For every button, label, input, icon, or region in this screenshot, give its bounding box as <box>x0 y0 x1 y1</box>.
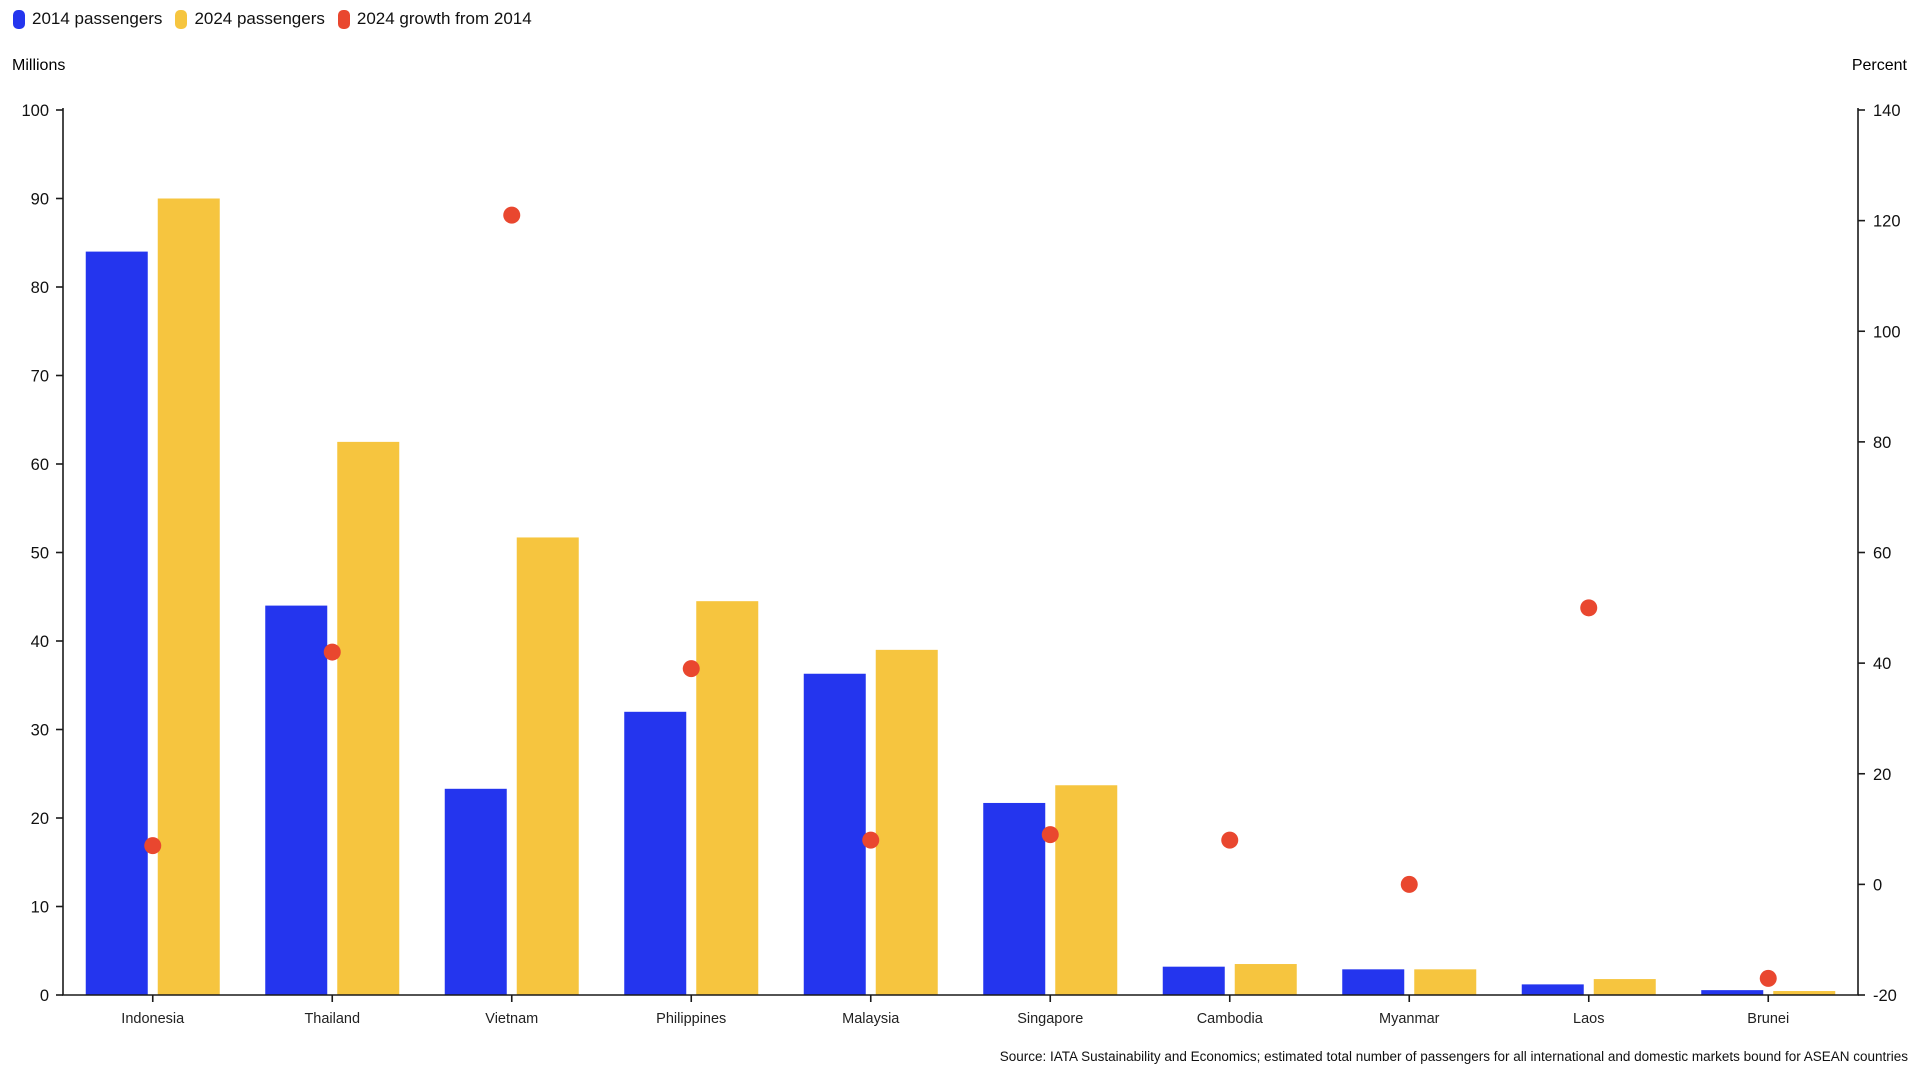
growth-dot-singapore <box>1041 826 1059 844</box>
category-label-brunei: Brunei <box>1747 1011 1789 1027</box>
bar-2014-philippines <box>624 711 687 995</box>
growth-dot-myanmar <box>1400 875 1418 893</box>
legend-label-2024-passengers: 2024 passengers <box>194 9 325 28</box>
growth-dot-indonesia <box>144 837 162 855</box>
bar-2024-laos <box>1593 979 1656 995</box>
growth-dot-thailand <box>323 643 341 661</box>
category-label-vietnam: Vietnam <box>485 1011 538 1027</box>
left-tick-label: 20 <box>31 810 49 828</box>
category-label-laos: Laos <box>1573 1011 1604 1027</box>
legend-swatch-2024-passengers <box>175 9 188 29</box>
bar-2014-malaysia <box>803 673 866 995</box>
right-tick-label: 40 <box>1873 655 1891 673</box>
legend-item-2024-passengers[interactable]: 2024 passengers <box>175 9 325 29</box>
category-label-philippines: Philippines <box>656 1011 726 1027</box>
left-tick-label: 90 <box>31 191 49 209</box>
category-label-thailand: Thailand <box>304 1011 360 1027</box>
bar-2014-vietnam <box>444 788 507 995</box>
right-tick-label: 120 <box>1873 213 1901 231</box>
left-tick-label: 60 <box>31 456 49 474</box>
right-tick-label: 20 <box>1873 766 1891 784</box>
category-label-malaysia: Malaysia <box>842 1011 900 1027</box>
left-tick-label: 100 <box>21 102 49 120</box>
legend-swatch-2014-passengers <box>13 9 25 29</box>
bar-2014-brunei <box>1701 990 1764 995</box>
bar-2014-singapore <box>983 802 1046 995</box>
legend-item-2024-growth[interactable]: 2024 growth from 2014 <box>337 9 532 29</box>
right-tick-label: -20 <box>1873 987 1897 1005</box>
right-tick-label: 0 <box>1873 876 1882 894</box>
bar-2024-malaysia <box>875 649 938 995</box>
legend: 2014 passengers 2024 passengers 2024 gro… <box>13 9 532 29</box>
right-tick-label: 100 <box>1873 323 1901 341</box>
left-tick-label: 0 <box>40 987 49 1005</box>
bar-2024-philippines <box>696 601 759 995</box>
category-label-indonesia: Indonesia <box>121 1011 185 1027</box>
left-tick-label: 70 <box>31 368 49 386</box>
category-label-singapore: Singapore <box>1017 1011 1083 1027</box>
left-tick-label: 40 <box>31 633 49 651</box>
category-label-myanmar: Myanmar <box>1379 1011 1440 1027</box>
legend-swatch-2024-growth <box>337 9 350 29</box>
left-tick-label: 80 <box>31 279 49 297</box>
growth-dot-vietnam <box>503 206 521 224</box>
right-axis-title: Percent <box>1851 57 1907 74</box>
right-tick-label: 60 <box>1873 545 1891 563</box>
growth-dot-brunei <box>1759 969 1777 987</box>
right-tick-label: 80 <box>1873 434 1891 452</box>
category-label-cambodia: Cambodia <box>1197 1011 1264 1027</box>
growth-dot-malaysia <box>862 831 880 849</box>
bar-2014-myanmar <box>1342 969 1405 995</box>
left-tick-label: 30 <box>31 722 49 740</box>
bar-2024-myanmar <box>1414 969 1477 995</box>
legend-item-2014-passengers[interactable]: 2014 passengers <box>13 9 162 29</box>
bar-2014-cambodia <box>1162 966 1225 995</box>
legend-label-2014-passengers: 2014 passengers <box>32 9 163 28</box>
left-axis-title: Millions <box>12 57 66 74</box>
right-tick-label: 140 <box>1873 102 1901 120</box>
bar-2024-thailand <box>337 441 400 995</box>
bar-2024-cambodia <box>1234 964 1297 995</box>
growth-dot-philippines <box>682 660 700 678</box>
growth-dot-cambodia <box>1221 831 1239 849</box>
bar-2024-vietnam <box>516 537 579 995</box>
bar-2024-indonesia <box>157 198 220 995</box>
bar-2024-brunei <box>1773 991 1836 995</box>
left-tick-label: 10 <box>31 899 49 917</box>
bar-2014-indonesia <box>85 251 148 996</box>
legend-label-2024-growth: 2024 growth from 2014 <box>356 9 532 28</box>
bar-2014-laos <box>1521 984 1584 995</box>
source-note: Source: IATA Sustainability and Economic… <box>999 1049 1908 1064</box>
left-tick-label: 50 <box>31 545 49 563</box>
bar-2014-thailand <box>265 605 328 995</box>
bar-2024-singapore <box>1055 785 1118 995</box>
growth-dot-laos <box>1580 599 1598 617</box>
